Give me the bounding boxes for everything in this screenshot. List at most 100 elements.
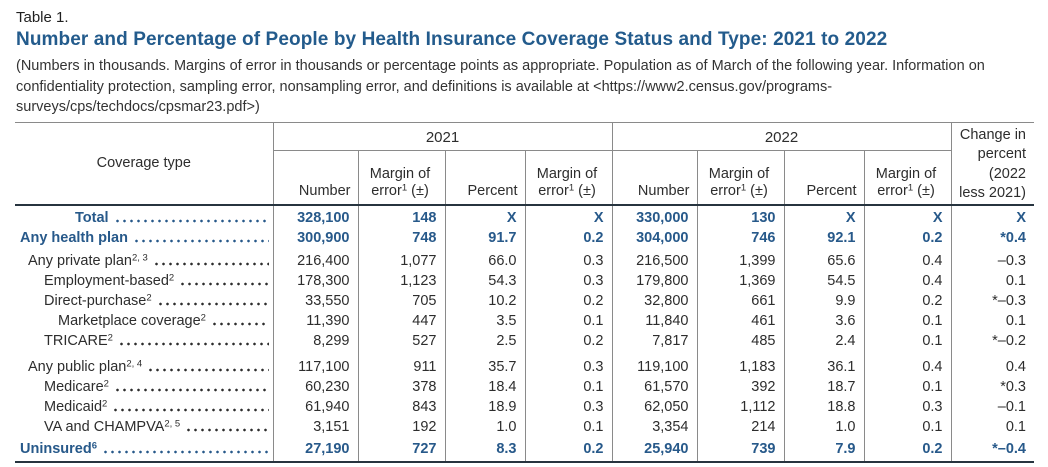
table-row: Medicare2 60,230 378 18.4 0.1 61,570 392 18.7 0.… — [15, 376, 1034, 397]
dot-leader — [156, 302, 269, 307]
col-header-margin: Margin of error1 (±) — [863, 150, 951, 207]
row-label: Medicaid2 — [44, 398, 108, 416]
value-cell: 461 — [696, 310, 784, 331]
doc-header: Table 1. Number and Percentage of People… — [0, 0, 1048, 118]
row-label-cell: Medicare2 — [15, 376, 273, 396]
change-value-cell: *0.4 — [950, 227, 1034, 248]
value-cell: 0.3 — [524, 350, 612, 377]
value-cell: 0.2 — [863, 436, 951, 464]
value-cell: 304,000 — [611, 227, 697, 248]
col-header-margin: Margin of error1 (±) — [357, 150, 445, 207]
value-cell: 0.3 — [524, 396, 612, 417]
value-cell: 727 — [357, 436, 445, 464]
value-cell: 119,100 — [611, 350, 697, 377]
table-row: Direct-purchase2 33,550 705 10.2 0.2 32,800 66… — [15, 290, 1034, 311]
value-cell: 0.2 — [524, 290, 612, 311]
table-row: Marketplace coverage2 11,390 447 3.5 0.1 11,8… — [15, 310, 1034, 331]
value-cell: 0.4 — [863, 247, 951, 271]
dot-leader — [185, 428, 269, 433]
value-cell: 18.8 — [783, 396, 864, 417]
value-cell: 0.1 — [524, 376, 612, 397]
row-label-cell: Uninsured6 — [15, 436, 273, 464]
table-row: Employment-based2 178,300 1,123 54.3 0.3 179,… — [15, 270, 1034, 291]
row-label: Employment-based2 — [44, 272, 175, 290]
value-cell: 216,400 — [272, 247, 358, 271]
row-label: Direct-purchase2 — [44, 292, 152, 310]
value-cell: 0.1 — [863, 330, 951, 351]
value-cell: 527 — [357, 330, 445, 351]
value-cell: 7,817 — [611, 330, 697, 351]
row-label: Any private plan2, 3 — [28, 252, 148, 270]
row-label-cell: Total — [15, 205, 273, 227]
value-cell: 0.2 — [863, 227, 951, 248]
dot-leader — [117, 342, 269, 347]
value-cell: 0.3 — [863, 396, 951, 417]
dot-leader — [132, 239, 269, 244]
row-label-cell: Any private plan2, 3 — [15, 247, 273, 270]
value-cell: 216,500 — [611, 247, 697, 271]
row-label-cell: TRICARE2 — [15, 330, 273, 350]
value-cell: 3,354 — [611, 416, 697, 437]
value-cell: 330,000 — [611, 205, 697, 228]
value-cell: 117,100 — [272, 350, 358, 377]
row-label: Medicare2 — [44, 378, 109, 396]
value-cell: 392 — [696, 376, 784, 397]
dot-leader — [179, 282, 269, 287]
dot-leader — [102, 450, 269, 455]
change-value-cell: *0.3 — [950, 376, 1034, 397]
value-cell: 178,300 — [272, 270, 358, 291]
value-cell: 0.1 — [863, 376, 951, 397]
table-row: VA and CHAMPVA2, 5 3,151 192 1.0 0.1 3,354 214… — [15, 416, 1034, 437]
value-cell: 3.6 — [783, 310, 864, 331]
dot-leader — [112, 408, 269, 413]
dot-leader — [147, 368, 269, 373]
value-cell: X — [444, 205, 525, 228]
row-label-cell: VA and CHAMPVA2, 5 — [15, 416, 273, 436]
value-cell: 1,123 — [357, 270, 445, 291]
coverage-table: Coverage type 2021 2022 Change in percent… — [15, 121, 1034, 464]
value-cell: 911 — [357, 350, 445, 377]
table-row: Uninsured6 27,190 727 8.3 0.2 25,940 739 7.9 0.2… — [15, 436, 1034, 464]
page-title: Number and Percentage of People by Healt… — [16, 29, 888, 50]
table-row: TRICARE2 8,299 527 2.5 0.2 7,817 485 2.4 0.1 *–0.… — [15, 330, 1034, 351]
value-cell: 0.2 — [524, 436, 612, 464]
row-label: Any health plan — [20, 230, 128, 247]
value-cell: 27,190 — [272, 436, 358, 464]
year-header-row: Coverage type 2021 2022 Change in percent… — [15, 122, 1034, 207]
subheader-row: Number Margin of error1 (±) Percent Margin o… — [15, 150, 1034, 207]
value-cell: 2.5 — [444, 330, 525, 351]
value-cell: 9.9 — [783, 290, 864, 311]
table-row: Medicaid2 61,940 843 18.9 0.3 62,050 1,112 18.8… — [15, 396, 1034, 417]
value-cell: 739 — [696, 436, 784, 464]
value-cell: 8.3 — [444, 436, 525, 464]
change-value-cell: 0.1 — [950, 310, 1034, 331]
value-cell: 0.2 — [863, 290, 951, 311]
value-cell: 60,230 — [272, 376, 358, 397]
value-cell: 61,940 — [272, 396, 358, 417]
table-body: Total 328,100 148 X X 330,000 130 X X X Any health… — [15, 205, 1034, 464]
table-row: Any health plan 300,900 748 91.7 0.2 304,000 7… — [15, 227, 1034, 248]
value-cell: 61,570 — [611, 376, 697, 397]
value-cell: 1,399 — [696, 247, 784, 271]
value-cell: 92.1 — [783, 227, 864, 248]
value-cell: 0.4 — [863, 350, 951, 377]
table-row: Any private plan2, 3 216,400 1,077 66.0 0.3 2… — [15, 247, 1034, 271]
col-header-number: Number — [611, 150, 697, 207]
value-cell: 705 — [357, 290, 445, 311]
change-header: Change in percent (2022 less 2021) — [950, 122, 1034, 207]
dot-leader — [113, 219, 269, 224]
row-label: Any public plan2, 4 — [28, 358, 143, 376]
table-row: Any public plan2, 4 117,100 911 35.7 0.3 119,… — [15, 350, 1034, 377]
value-cell: 378 — [357, 376, 445, 397]
value-cell: 1.0 — [444, 416, 525, 437]
value-cell: 10.2 — [444, 290, 525, 311]
value-cell: 485 — [696, 330, 784, 351]
value-cell: 0.2 — [524, 330, 612, 351]
value-cell: 2.4 — [783, 330, 864, 351]
value-cell: 328,100 — [272, 205, 358, 228]
value-cell: 300,900 — [272, 227, 358, 248]
change-value-cell: 0.4 — [950, 350, 1034, 377]
change-value-cell: 0.1 — [950, 270, 1034, 291]
value-cell: X — [524, 205, 612, 228]
